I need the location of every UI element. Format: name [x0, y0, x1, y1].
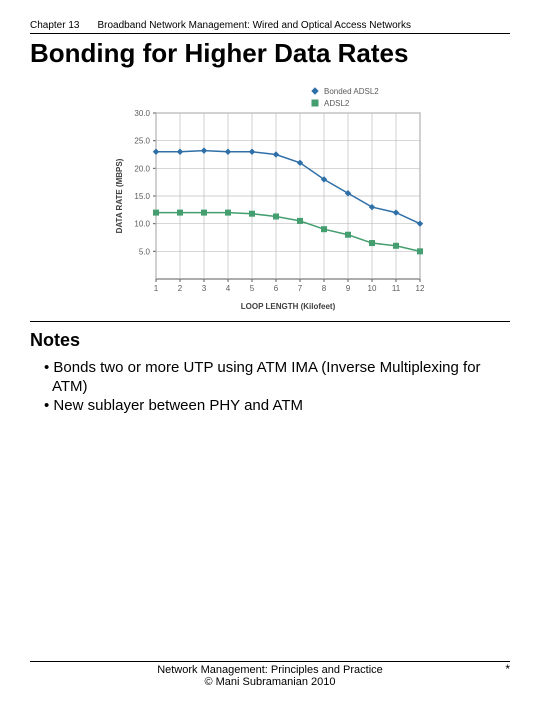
- svg-text:12: 12: [416, 284, 425, 293]
- svg-text:9: 9: [346, 284, 351, 293]
- data-rate-chart: 5.010.015.020.025.030.0123456789101112LO…: [110, 83, 430, 313]
- svg-text:6: 6: [274, 284, 279, 293]
- divider-bottom: [30, 661, 510, 662]
- svg-text:10.0: 10.0: [134, 220, 150, 229]
- svg-text:5: 5: [250, 284, 255, 293]
- footer-line2: © Mani Subramanian 2010: [30, 676, 510, 688]
- notes-body: • Bonds two or more UTP using ATM IMA (I…: [30, 359, 510, 415]
- chapter-subtitle: Broadband Network Management: Wired and …: [97, 20, 410, 31]
- notes-bullet: • New sublayer between PHY and ATM: [44, 397, 510, 416]
- page-header: Chapter 13 Broadband Network Management:…: [30, 20, 510, 34]
- svg-text:LOOP LENGTH (Kilofeet): LOOP LENGTH (Kilofeet): [241, 302, 336, 311]
- svg-text:3: 3: [202, 284, 207, 293]
- svg-text:20.0: 20.0: [134, 164, 150, 173]
- chart-container: 5.010.015.020.025.030.0123456789101112LO…: [30, 83, 510, 313]
- svg-text:15.0: 15.0: [134, 192, 150, 201]
- svg-text:1: 1: [154, 284, 159, 293]
- svg-text:5.0: 5.0: [139, 247, 151, 256]
- svg-text:2: 2: [178, 284, 183, 293]
- footer-asterisk: *: [505, 662, 510, 676]
- page-footer: * Network Management: Principles and Pra…: [30, 661, 510, 688]
- notes-bullet: • Bonds two or more UTP using ATM IMA (I…: [44, 359, 510, 397]
- page-title: Bonding for Higher Data Rates: [30, 38, 510, 69]
- notes-heading: Notes: [30, 330, 510, 351]
- svg-text:DATA RATE (MBPS): DATA RATE (MBPS): [115, 158, 124, 233]
- svg-text:ADSL2: ADSL2: [324, 99, 350, 108]
- svg-text:4: 4: [226, 284, 231, 293]
- svg-text:30.0: 30.0: [134, 109, 150, 118]
- chapter-label: Chapter 13: [30, 20, 79, 31]
- svg-text:25.0: 25.0: [134, 137, 150, 146]
- svg-text:10: 10: [368, 284, 377, 293]
- divider-top: [30, 321, 510, 322]
- svg-text:11: 11: [392, 284, 401, 293]
- svg-text:8: 8: [322, 284, 327, 293]
- footer-line1: Network Management: Principles and Pract…: [30, 664, 510, 676]
- svg-text:7: 7: [298, 284, 303, 293]
- svg-text:Bonded ADSL2: Bonded ADSL2: [324, 87, 379, 96]
